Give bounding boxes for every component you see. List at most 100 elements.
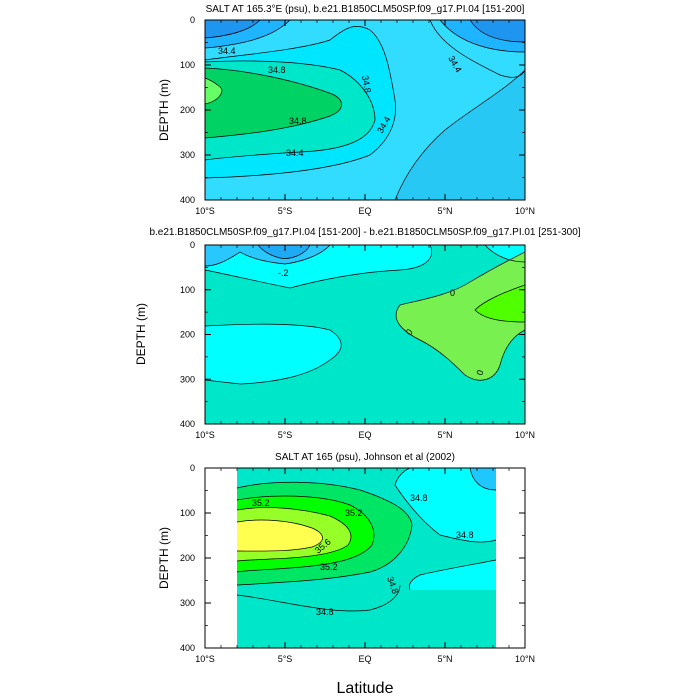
- panel-2: b.e21.B1850CLM50SP.f09_g17.PI.04 [151-20…: [134, 227, 581, 440]
- p1-contour: [429, 20, 525, 78]
- x-tick-label: 10°S: [195, 430, 215, 440]
- x-tick-label: 5°S: [278, 430, 293, 440]
- p3-fill-y1: [237, 520, 323, 552]
- p2-contour: [205, 245, 331, 267]
- p2-contour-labels: -.2 0 0 0: [278, 268, 486, 377]
- p3-fill-low: [395, 468, 496, 543]
- p1-clabel: 34.8: [289, 116, 307, 126]
- p1-contour: [394, 69, 525, 200]
- p1-contour: [205, 77, 223, 105]
- x-tick-label: 5°S: [278, 206, 293, 216]
- x-tick-label: 10°S: [195, 654, 215, 664]
- y-tick-label: 200: [180, 553, 195, 563]
- p2-contour: [484, 245, 525, 263]
- y-tick-label: 300: [180, 150, 195, 160]
- y-tick-label: 400: [180, 643, 195, 653]
- p2-contour: [205, 245, 432, 289]
- p3-contour: [236, 584, 401, 612]
- panel-1-axes: 10°S 5°S EQ 5°N 10°N 0 100 200 300 400: [180, 15, 535, 216]
- p2-clabel: 0: [404, 327, 415, 337]
- p3-fill-low-2: [470, 468, 496, 490]
- p3-clabel: 34.8: [316, 607, 334, 617]
- p2-clabel: -.2: [278, 268, 289, 278]
- p2-contour: [205, 323, 342, 385]
- p3-contour: [394, 468, 497, 543]
- x-axis-label: Latitude: [337, 680, 394, 697]
- p3-contour-lines: [236, 468, 497, 612]
- p3-contour: [236, 481, 413, 586]
- p2-contour: [257, 245, 311, 259]
- y-tick-label: 0: [190, 15, 195, 25]
- p1-clabel: 34.4: [286, 148, 304, 158]
- x-tick-label: EQ: [358, 654, 371, 664]
- y-tick-label: 100: [180, 285, 195, 295]
- p2-contour-lines: [205, 245, 525, 385]
- p1-contour: [205, 67, 342, 139]
- panel-3-plot: 35.2 35.2 35.6 35.2 34.8 34.8 34.8 34.8: [236, 468, 497, 648]
- p1-fill-surf-right-2: [470, 20, 525, 42]
- panel-3-title: SALT AT 165 (psu), Johnson et al (2002): [275, 452, 455, 463]
- p3-contour: [236, 507, 352, 562]
- p2-fill-neg-lens: [205, 324, 342, 384]
- x-tick-label: 10°N: [515, 654, 535, 664]
- p1-contour: [205, 60, 376, 161]
- x-tick-label: EQ: [358, 430, 371, 440]
- panel-2-plot: -.2 0 0 0: [205, 245, 525, 424]
- p3-clabel: 35.2: [252, 498, 270, 508]
- panel-1-plot: 34.4 34.8 34.8 34.8 34.4 34.4 34.4: [205, 20, 525, 200]
- x-tick-label: 5°S: [278, 654, 293, 664]
- p1-clabel: 34.4: [218, 46, 236, 56]
- p1-contour: [469, 20, 525, 43]
- x-tick-label: 10°N: [515, 206, 535, 216]
- p2-contour: [395, 251, 525, 381]
- p2-fill-pos-2: [475, 285, 525, 322]
- p1-fill-35-0: [205, 68, 342, 138]
- panel-1-title: SALT AT 165.3°E (psu), b.e21.B1850CLM50S…: [206, 4, 525, 15]
- p3-contour: [408, 559, 497, 591]
- p3-clabel: 34.8: [410, 493, 428, 503]
- x-tick-label: 5°N: [437, 430, 452, 440]
- p2-clabel: 0: [450, 288, 455, 298]
- p1-clabel: 34.8: [360, 75, 373, 94]
- panel-3-ylabel: DEPTH (m): [157, 527, 171, 589]
- p3-contour: [469, 468, 497, 491]
- y-tick-label: 400: [180, 195, 195, 205]
- p2-fill-pos: [396, 252, 525, 381]
- x-tick-label: EQ: [358, 206, 371, 216]
- p1-fill-right-deep: [395, 70, 525, 200]
- panel-2-title: b.e21.B1850CLM50SP.f09_g17.PI.04 [151-20…: [149, 227, 580, 238]
- p3-fill-low-3: [409, 560, 496, 590]
- x-tick-label: 10°N: [515, 430, 535, 440]
- p1-fill-peak: [205, 78, 222, 104]
- p1-contour: [439, 20, 525, 53]
- panel-3: SALT AT 165 (psu), Johnson et al (2002): [157, 452, 535, 697]
- p1-contour: [205, 20, 261, 39]
- p1-contour: [205, 26, 396, 179]
- y-tick-label: 300: [180, 598, 195, 608]
- panel-2-axes: 10°S 5°S EQ 5°N 10°N 0 100 200 300 400: [180, 240, 535, 440]
- x-tick-label: 5°N: [437, 206, 452, 216]
- y-tick-label: 200: [180, 330, 195, 340]
- y-tick-label: 100: [180, 60, 195, 70]
- panel-1: SALT AT 165.3°E (psu), b.e21.B1850CLM50S…: [157, 4, 535, 216]
- panel-2-ylabel: DEPTH (m): [134, 303, 148, 365]
- p3-clabel: 34.8: [456, 530, 474, 540]
- p1-fill-surf-left-2: [205, 20, 260, 38]
- x-tick-label: 10°S: [195, 206, 215, 216]
- p3-contour: [236, 495, 375, 573]
- p2-contour: [474, 284, 525, 323]
- x-tick-label: 5°N: [437, 654, 452, 664]
- y-tick-label: 400: [180, 419, 195, 429]
- y-tick-label: 200: [180, 105, 195, 115]
- p2-clabel: 0: [474, 369, 485, 377]
- p3-clabel: 35.2: [320, 562, 338, 572]
- p2-fill-neg-3: [258, 245, 310, 259]
- panel-3-axes: 10°S 5°S EQ 5°N 10°N 0 100 200 300 400: [180, 463, 535, 664]
- panel-1-ylabel: DEPTH (m): [157, 79, 171, 141]
- p3-clabel: 35.2: [345, 508, 363, 518]
- y-tick-label: 0: [190, 240, 195, 250]
- y-tick-label: 0: [190, 463, 195, 473]
- p1-clabel: 34.8: [268, 65, 286, 75]
- y-tick-label: 100: [180, 508, 195, 518]
